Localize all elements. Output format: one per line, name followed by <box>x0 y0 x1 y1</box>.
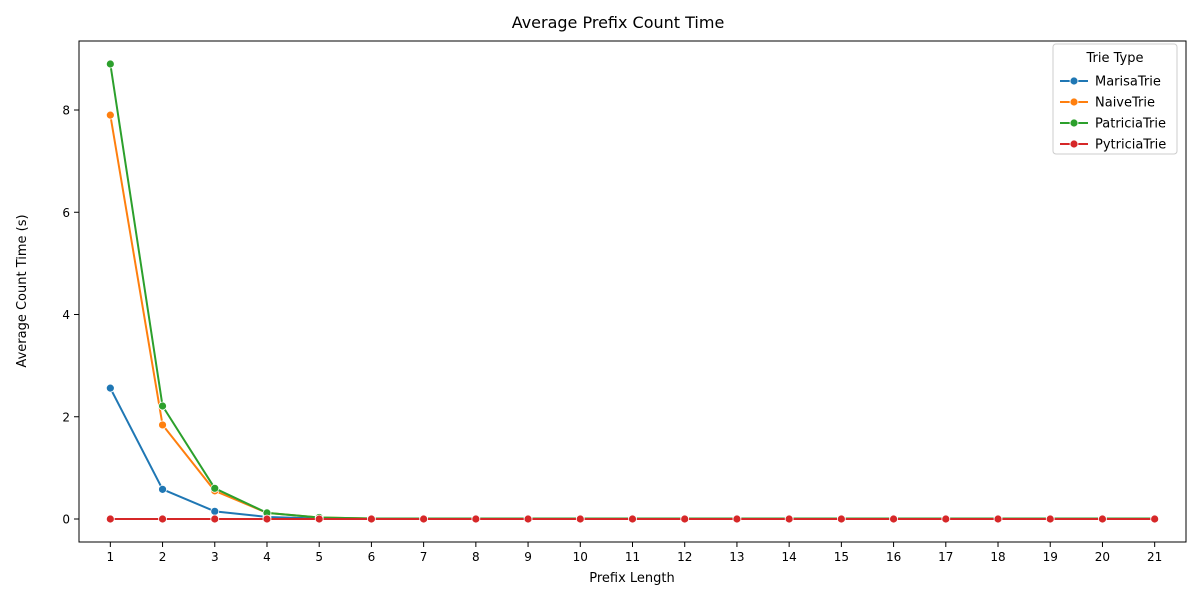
data-point <box>419 514 429 524</box>
x-tick-label: 6 <box>368 550 376 564</box>
data-point <box>210 514 220 524</box>
data-point <box>367 514 376 524</box>
legend-items: MarisaTrie NaiveTrie PatriciaTrie PytriciaT… <box>1060 75 1166 153</box>
data-point <box>105 59 115 69</box>
legend-marker-swatch <box>1069 118 1079 128</box>
y-axis: 0 2 4 6 8 <box>62 104 79 526</box>
x-tick-label: 13 <box>729 550 744 564</box>
x-tick-label: 12 <box>677 550 692 564</box>
x-tick-label: 18 <box>990 550 1005 564</box>
x-tick-label: 11 <box>625 550 640 564</box>
legend-item-patriciatrie: PatriciaTrie <box>1060 117 1166 132</box>
legend-label: PytriciaTrie <box>1095 138 1166 153</box>
y-tick-label: 2 <box>62 410 70 424</box>
data-point <box>575 514 585 524</box>
legend-title: Trie Type <box>1086 51 1144 66</box>
x-tick-label: 5 <box>315 550 323 564</box>
data-point <box>158 484 167 494</box>
legend-marker-swatch <box>1069 76 1079 86</box>
chart-title: Average Prefix Count Time <box>512 13 725 32</box>
x-tick-label: 3 <box>211 550 219 564</box>
x-tick-label: 15 <box>834 550 849 564</box>
x-tick-label: 16 <box>886 550 901 564</box>
data-point <box>784 514 794 524</box>
legend-marker-swatch <box>1069 139 1079 149</box>
data-point <box>680 514 690 524</box>
x-tick-label: 19 <box>1043 550 1058 564</box>
data-point <box>1045 514 1055 524</box>
data-point <box>732 514 742 524</box>
data-point <box>105 383 115 393</box>
data-point <box>941 514 951 524</box>
x-tick-label: 10 <box>573 550 588 564</box>
data-point <box>628 514 637 524</box>
y-tick-label: 0 <box>62 512 70 526</box>
legend-item-pytriciatrie: PytriciaTrie <box>1060 138 1166 153</box>
data-point <box>105 514 115 524</box>
x-tick-label: 9 <box>524 550 532 564</box>
legend-item-marisatrie: MarisaTrie <box>1060 75 1161 90</box>
legend-item-naivetrie: NaiveTrie <box>1060 96 1155 111</box>
data-point <box>993 514 1003 524</box>
plot-area <box>105 59 1160 524</box>
x-tick-label: 17 <box>938 550 953 564</box>
y-tick-label: 6 <box>62 206 70 220</box>
data-point <box>471 514 481 524</box>
x-tick-label: 4 <box>263 550 271 564</box>
legend-label: PatriciaTrie <box>1095 117 1166 132</box>
data-point <box>1098 514 1107 524</box>
x-tick-label: 7 <box>420 550 428 564</box>
data-point <box>158 420 167 430</box>
data-point <box>105 110 115 120</box>
legend-marker-swatch <box>1069 97 1079 107</box>
x-tick-label: 20 <box>1095 550 1110 564</box>
data-point <box>523 514 533 524</box>
x-axis-label: Prefix Length <box>589 571 675 586</box>
x-tick-label: 14 <box>782 550 797 564</box>
series-pytriciatrie <box>105 514 1160 524</box>
legend-label: NaiveTrie <box>1095 96 1155 111</box>
legend-box <box>1052 43 1178 155</box>
data-point <box>836 514 846 524</box>
y-tick-label: 8 <box>62 104 70 118</box>
legend: Trie Type MarisaTrie NaiveTrie PatriciaTri… <box>1052 43 1178 155</box>
data-point <box>210 483 220 493</box>
data-point <box>889 514 898 524</box>
y-tick-label: 4 <box>62 308 70 322</box>
data-point <box>1150 514 1160 524</box>
legend-label: MarisaTrie <box>1095 75 1161 90</box>
data-point <box>158 401 167 411</box>
y-axis-label: Average Count Time (s) <box>15 214 30 367</box>
data-point <box>262 514 272 524</box>
x-tick-label: 1 <box>107 550 115 564</box>
data-point <box>314 514 324 524</box>
x-tick-label: 2 <box>159 550 167 564</box>
data-point <box>210 506 220 516</box>
x-tick-label: 8 <box>472 550 480 564</box>
x-axis: 1 2 3 4 5 6 7 8 9 10 11 12 13 14 15 16 17 18 19 20 21 <box>107 542 1162 564</box>
x-tick-label: 21 <box>1147 550 1162 564</box>
data-point <box>158 514 167 524</box>
